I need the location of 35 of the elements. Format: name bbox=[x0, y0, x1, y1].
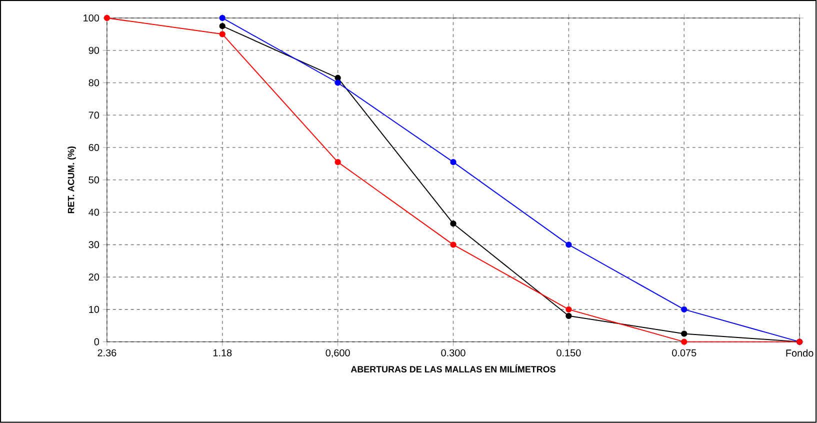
y-tick-label: 70 bbox=[88, 112, 100, 119]
y-tick-label: 20 bbox=[88, 274, 100, 281]
y-tick-label: 0 bbox=[94, 338, 100, 346]
y-tick-label: 10 bbox=[89, 306, 100, 314]
point bbox=[681, 330, 688, 337]
y-tick-label: 100 bbox=[84, 14, 100, 22]
point bbox=[566, 306, 572, 313]
point bbox=[566, 312, 572, 320]
point bbox=[681, 338, 688, 346]
x-tick-label: Fondo bbox=[786, 349, 814, 357]
y-tick-label: 90 bbox=[88, 46, 100, 54]
x-tick-label: 1.18 bbox=[213, 349, 232, 356]
point bbox=[219, 23, 226, 30]
y-tick-label: 40 bbox=[88, 208, 100, 216]
point bbox=[334, 159, 341, 166]
point bbox=[219, 31, 226, 38]
point bbox=[681, 306, 688, 313]
y-tick-label: 50 bbox=[88, 176, 100, 184]
x-axis-title: ABERTURAS DE LAS MALLAS EN MILÍMETROS bbox=[350, 364, 556, 373]
y-tick-label: 60 bbox=[88, 144, 100, 152]
point bbox=[219, 15, 226, 22]
point bbox=[450, 220, 456, 227]
y-tick-label: 80 bbox=[88, 79, 100, 86]
point bbox=[334, 80, 341, 86]
x-tick-label: 0.300 bbox=[441, 349, 466, 356]
x-tick-label: 2.36 bbox=[98, 349, 116, 356]
point bbox=[450, 159, 456, 166]
y-axis-title: RET. ACUM. (%) bbox=[68, 146, 76, 214]
y-tick-label: 30 bbox=[88, 241, 100, 248]
x-tick-label: 0,600 bbox=[326, 349, 350, 358]
point bbox=[566, 242, 572, 248]
point bbox=[104, 15, 110, 22]
x-tick-label: 0.150 bbox=[556, 349, 581, 356]
x-tick-label: 0.075 bbox=[672, 349, 696, 356]
point bbox=[450, 242, 456, 248]
